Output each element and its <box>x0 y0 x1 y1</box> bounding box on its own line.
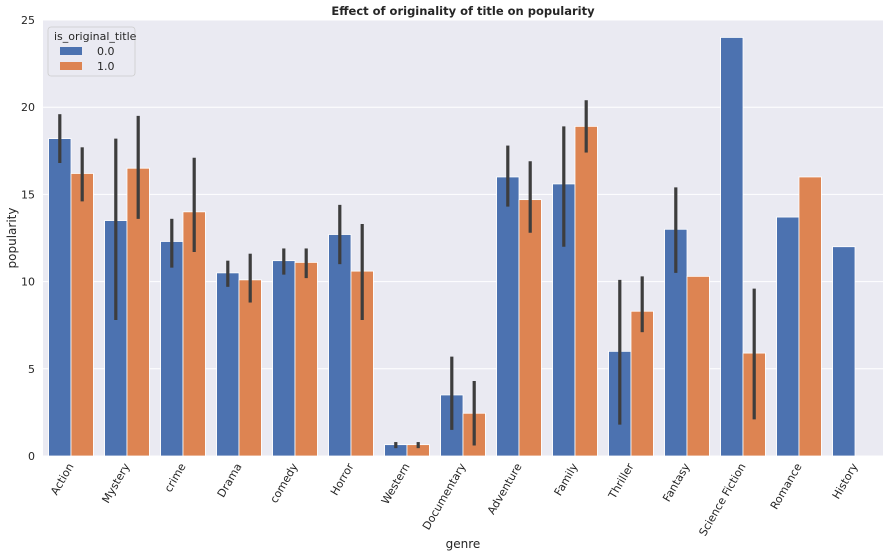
x-tick-label: Drama <box>215 461 245 500</box>
y-ticks: 0 5 10 15 20 25 <box>21 14 35 463</box>
bar <box>216 272 240 457</box>
bar <box>776 216 800 457</box>
bar <box>630 310 654 457</box>
bar <box>70 173 94 457</box>
error-bars-layer <box>58 100 756 449</box>
x-ticks: Action Mystery crime Drama comedy Horror Weste… <box>48 461 861 539</box>
legend-swatch <box>60 62 82 70</box>
bar <box>238 279 262 457</box>
x-tick-label: comedy <box>267 461 300 506</box>
legend: is_original_title 0.01.0 <box>47 26 137 77</box>
x-tick-label: Horror <box>328 461 357 498</box>
bar <box>272 260 296 457</box>
legend-label: 0.0 <box>97 45 115 58</box>
x-tick-label: Western <box>379 461 413 507</box>
y-tick-label: 25 <box>21 14 35 27</box>
x-tick-label: Romance <box>768 461 805 512</box>
legend-items: 0.01.0 <box>60 45 115 73</box>
x-tick-label: Thriller <box>606 461 637 502</box>
bar <box>160 241 184 457</box>
bar <box>574 125 598 457</box>
bar <box>328 234 352 457</box>
bar <box>720 37 744 457</box>
x-tick-label: Adventure <box>485 461 525 517</box>
bar <box>48 138 72 457</box>
y-tick-label: 10 <box>21 276 35 289</box>
x-tick-label: Mystery <box>99 461 132 506</box>
y-axis-label: popularity <box>5 208 19 269</box>
x-tick-label: crime <box>162 461 189 495</box>
chart-title: Effect of originality of title on popula… <box>331 4 595 18</box>
x-axis-label: genre <box>446 537 481 551</box>
bar <box>686 275 710 457</box>
x-tick-label: Science Fiction <box>696 461 748 538</box>
legend-title: is_original_title <box>54 30 137 43</box>
y-tick-label: 0 <box>28 450 35 463</box>
bar <box>496 176 520 457</box>
bar <box>832 246 856 457</box>
bar <box>294 262 318 457</box>
y-tick-label: 15 <box>21 188 35 201</box>
y-tick-label: 20 <box>21 101 35 114</box>
x-tick-label: Action <box>48 461 76 497</box>
bar <box>518 199 542 457</box>
y-tick-label: 5 <box>28 363 35 376</box>
x-tick-label: Fantasy <box>660 461 693 505</box>
x-tick-label: Documentary <box>420 461 469 533</box>
legend-label: 1.0 <box>97 60 115 73</box>
x-tick-label: History <box>830 461 861 502</box>
bar <box>798 176 822 457</box>
legend-swatch <box>60 47 82 55</box>
x-tick-label: Family <box>552 461 581 499</box>
